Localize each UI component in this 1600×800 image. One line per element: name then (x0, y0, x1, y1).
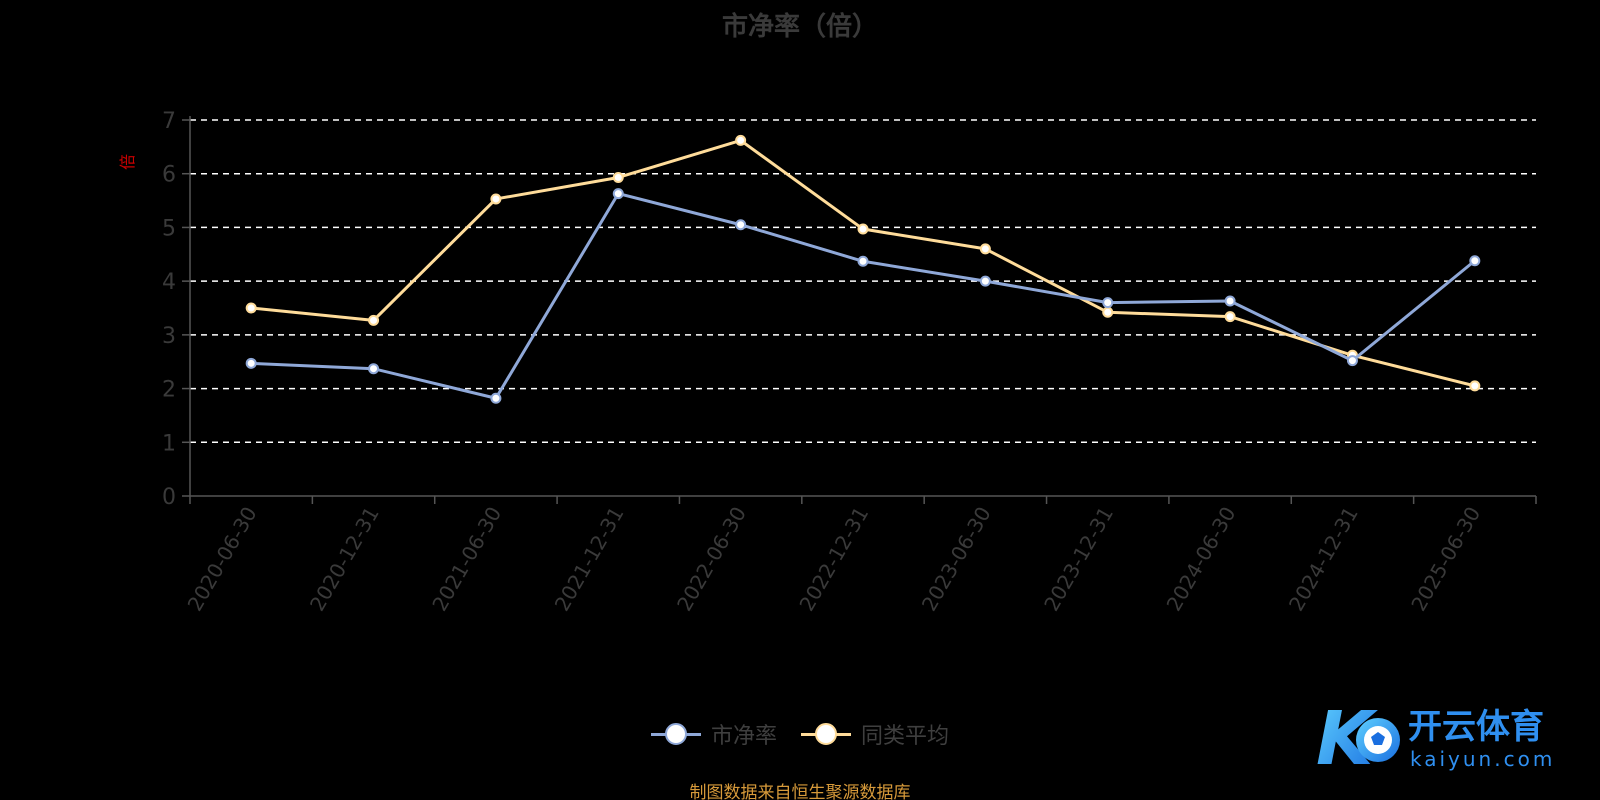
line-chart: 0 1 2 3 4 5 6 7 2020-06-30 2020-12-31 2021-06-30 20… (162, 109, 1537, 616)
legend-item-pb[interactable]: 市净率 (650, 718, 777, 750)
legend-label-avg: 同类平均 (861, 724, 950, 749)
series-0-point-5 (857, 255, 869, 267)
x-tick-label-2: 2021-06-30 (427, 502, 506, 615)
kaiyun-watermark: K 开云体育 kaiyun.com (1316, 696, 1598, 782)
series-0-point-0 (245, 357, 257, 369)
x-tick-label-3: 2021-12-31 (550, 503, 629, 616)
data-source-note: 制图数据来自恒生聚源数据库 (689, 783, 911, 800)
series-1-point-10 (1469, 380, 1481, 392)
series-1-point-7 (1102, 306, 1114, 318)
x-tick-label-7: 2023-12-31 (1039, 503, 1118, 616)
x-tick-label-4: 2022-06-30 (672, 503, 751, 616)
series-1-point-2 (490, 193, 502, 205)
legend-dot-pb (664, 723, 687, 745)
series-0-point-3 (612, 188, 624, 200)
kaiyun-logo: K 开云体育 kaiyun.com (1316, 696, 1555, 782)
legend-label-pb: 市净率 (710, 724, 777, 749)
series-1-point-6 (979, 243, 991, 255)
series-0-point-9 (1346, 355, 1358, 367)
x-tick-label-0: 2020-06-30 (183, 503, 262, 616)
series-0-point-2 (490, 392, 502, 404)
series-0-point-8 (1224, 295, 1236, 307)
series-0-point-1 (368, 363, 380, 375)
x-tick-label-9: 2024-12-31 (1284, 503, 1363, 616)
chart-title: 市净率（倍） (721, 12, 878, 42)
y-tick-label-3: 3 (162, 324, 176, 349)
x-tick-label-5: 2022-12-31 (794, 503, 873, 616)
series-0-point-7 (1102, 297, 1114, 309)
axis-layer: 0 1 2 3 4 5 6 7 2020-06-30 2020-12-31 2021-06-30 20… (162, 109, 1537, 616)
series-0-point-6 (979, 275, 991, 287)
x-tick-label-8: 2024-06-30 (1162, 503, 1241, 616)
x-tick-label-10: 2025-06-30 (1406, 503, 1485, 616)
legend-swatch-pb (650, 722, 701, 746)
series-1-point-0 (245, 302, 257, 314)
y-tick-label-0: 0 (162, 485, 176, 510)
grid-layer (190, 119, 1536, 444)
series-layer (245, 134, 1481, 404)
series-0-point-4 (735, 219, 747, 231)
y-tick-label-5: 5 (162, 216, 176, 241)
series-1-point-3 (612, 171, 624, 183)
x-tick-label-6: 2023-06-30 (917, 503, 996, 616)
series-0-point-10 (1469, 255, 1481, 267)
legend-swatch-avg (801, 722, 851, 746)
legend-dot-avg (815, 723, 837, 745)
series-1-point-1 (368, 314, 380, 326)
y-tick-label-6: 6 (162, 163, 176, 188)
soccer-ball-pentagon (1371, 732, 1385, 745)
y-tick-label-7: 7 (162, 109, 176, 134)
x-tick-label-1: 2020-12-31 (305, 503, 384, 616)
series-1-point-8 (1224, 311, 1236, 323)
watermark-brand-url: kaiyun.com (1410, 747, 1555, 771)
legend: 市净率 同类平均 (0, 718, 1600, 750)
y-tick-label-2: 2 (162, 378, 176, 403)
y-tick-label-1: 1 (162, 431, 176, 456)
watermark-brand-cn: 开云体育 (1408, 707, 1544, 747)
series-1-point-4 (735, 134, 747, 146)
legend-item-avg[interactable]: 同类平均 (801, 718, 949, 750)
series-1-point-5 (857, 223, 869, 235)
y-tick-label-4: 4 (162, 270, 176, 295)
